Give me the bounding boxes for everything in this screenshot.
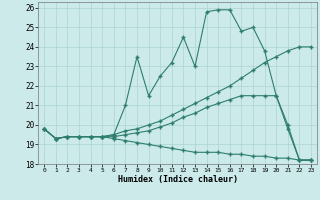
X-axis label: Humidex (Indice chaleur): Humidex (Indice chaleur) [118, 175, 238, 184]
